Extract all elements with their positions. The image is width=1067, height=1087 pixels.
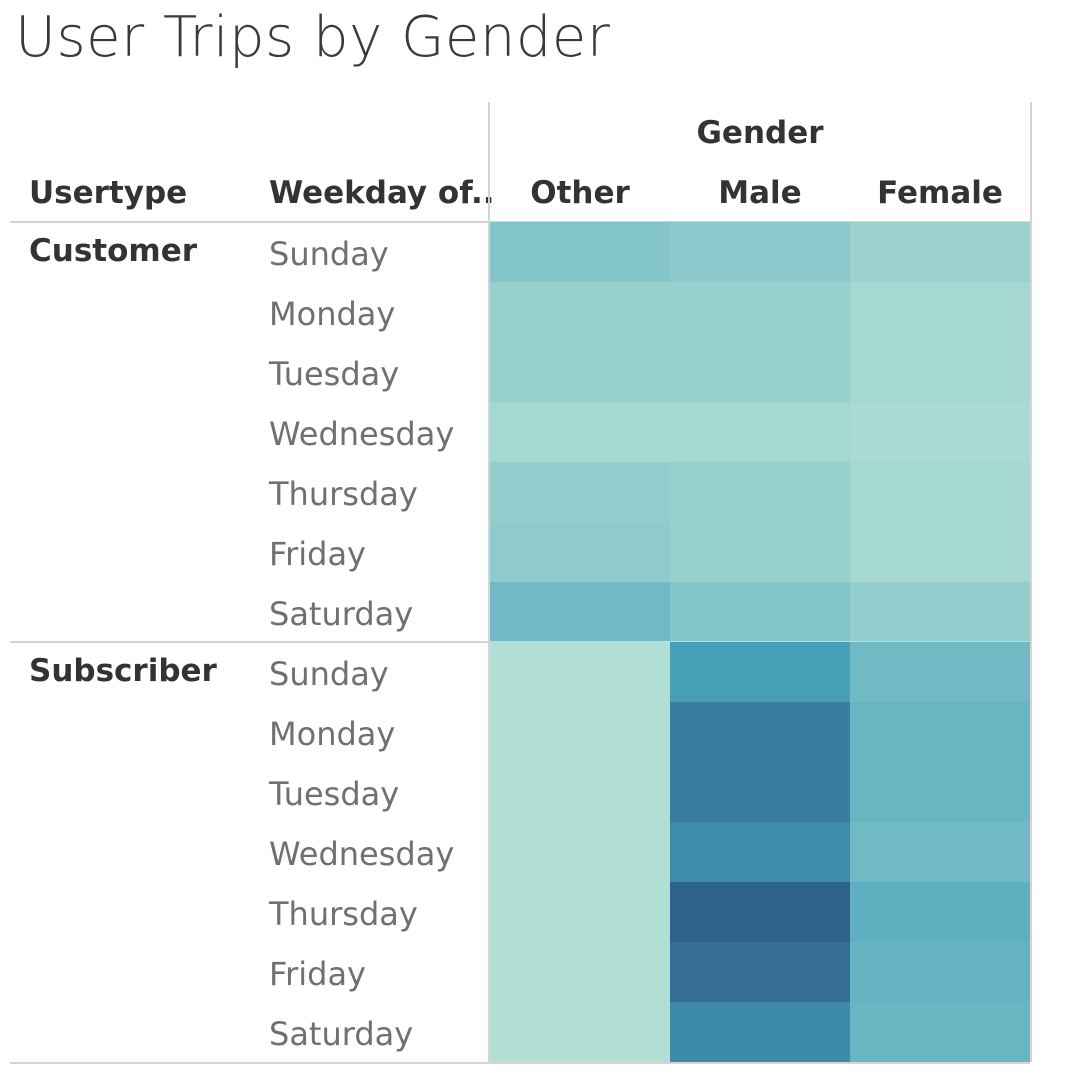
heatmap-cell: [850, 402, 1030, 462]
heatmap-cell: [850, 582, 1030, 642]
heatmap-cell: [850, 822, 1030, 882]
heatmap-cell: [670, 582, 850, 642]
group-divider-rule: [10, 1062, 1030, 1064]
heatmap-cell: [850, 882, 1030, 942]
heatmap-cell: [670, 402, 850, 462]
grid-left-rule: [488, 102, 490, 1062]
heatmap-cell: [850, 1002, 1030, 1062]
heatmap-cell: [670, 942, 850, 1002]
heatmap-cell: [850, 642, 1030, 702]
column-label-other: Other: [530, 175, 630, 211]
heatmap-cell: [670, 522, 850, 582]
heatmap-cell: [850, 522, 1030, 582]
weekday-label: Monday: [269, 295, 396, 333]
column-label-male: Male: [718, 175, 802, 211]
heatmap-cell: [670, 822, 850, 882]
weekday-label: Saturday: [269, 1015, 414, 1053]
heatmap-cell: [670, 702, 850, 762]
heatmap-cell: [850, 342, 1030, 402]
chart-title: User Trips by Gender: [15, 5, 611, 70]
heatmap-cell: [490, 462, 670, 522]
heatmap-cell: [490, 822, 670, 882]
heatmap-cell: [490, 702, 670, 762]
heatmap-cell: [490, 882, 670, 942]
grid-right-rule: [1030, 102, 1032, 1062]
weekday-label: Sunday: [269, 235, 389, 273]
heatmap-cell: [850, 462, 1030, 522]
row-header-weekday: Weekday of..: [269, 175, 495, 211]
weekday-label: Wednesday: [269, 835, 455, 873]
heatmap-cell: [850, 762, 1030, 822]
usertype-label-subscriber: Subscriber: [29, 653, 217, 689]
heatmap-cell: [670, 642, 850, 702]
heatmap-cell: [670, 342, 850, 402]
heatmap-cell: [850, 222, 1030, 282]
heatmap-cell: [490, 342, 670, 402]
heatmap-cell: [670, 1002, 850, 1062]
weekday-label: Sunday: [269, 655, 389, 693]
weekday-label: Saturday: [269, 595, 414, 633]
heatmap-cell: [670, 762, 850, 822]
heatmap-cell: [490, 222, 670, 282]
weekday-label: Friday: [269, 535, 366, 573]
heatmap-cell: [670, 222, 850, 282]
heatmap-cell: [850, 942, 1030, 1002]
heatmap-cell: [490, 282, 670, 342]
heatmap-cell: [670, 462, 850, 522]
heatmap-cell: [490, 942, 670, 1002]
heatmap-cell: [670, 282, 850, 342]
heatmap-cell: [850, 702, 1030, 762]
heatmap-cell: [490, 642, 670, 702]
weekday-label: Wednesday: [269, 415, 455, 453]
heatmap-cell: [490, 582, 670, 642]
heatmap-cell: [670, 882, 850, 942]
heatmap-cell: [490, 1002, 670, 1062]
column-group-label: Gender: [696, 115, 824, 151]
usertype-label-customer: Customer: [29, 233, 198, 269]
heatmap-cell: [490, 522, 670, 582]
weekday-label: Friday: [269, 955, 366, 993]
row-header-usertype: Usertype: [29, 175, 188, 211]
heatmap-cell: [850, 282, 1030, 342]
weekday-label: Thursday: [269, 475, 418, 513]
heatmap-cell: [490, 402, 670, 462]
heatmap-cell: [490, 762, 670, 822]
weekday-label: Tuesday: [269, 775, 400, 813]
weekday-label: Monday: [269, 715, 396, 753]
column-label-female: Female: [877, 175, 1003, 211]
weekday-label: Tuesday: [269, 355, 400, 393]
weekday-label: Thursday: [269, 895, 418, 933]
